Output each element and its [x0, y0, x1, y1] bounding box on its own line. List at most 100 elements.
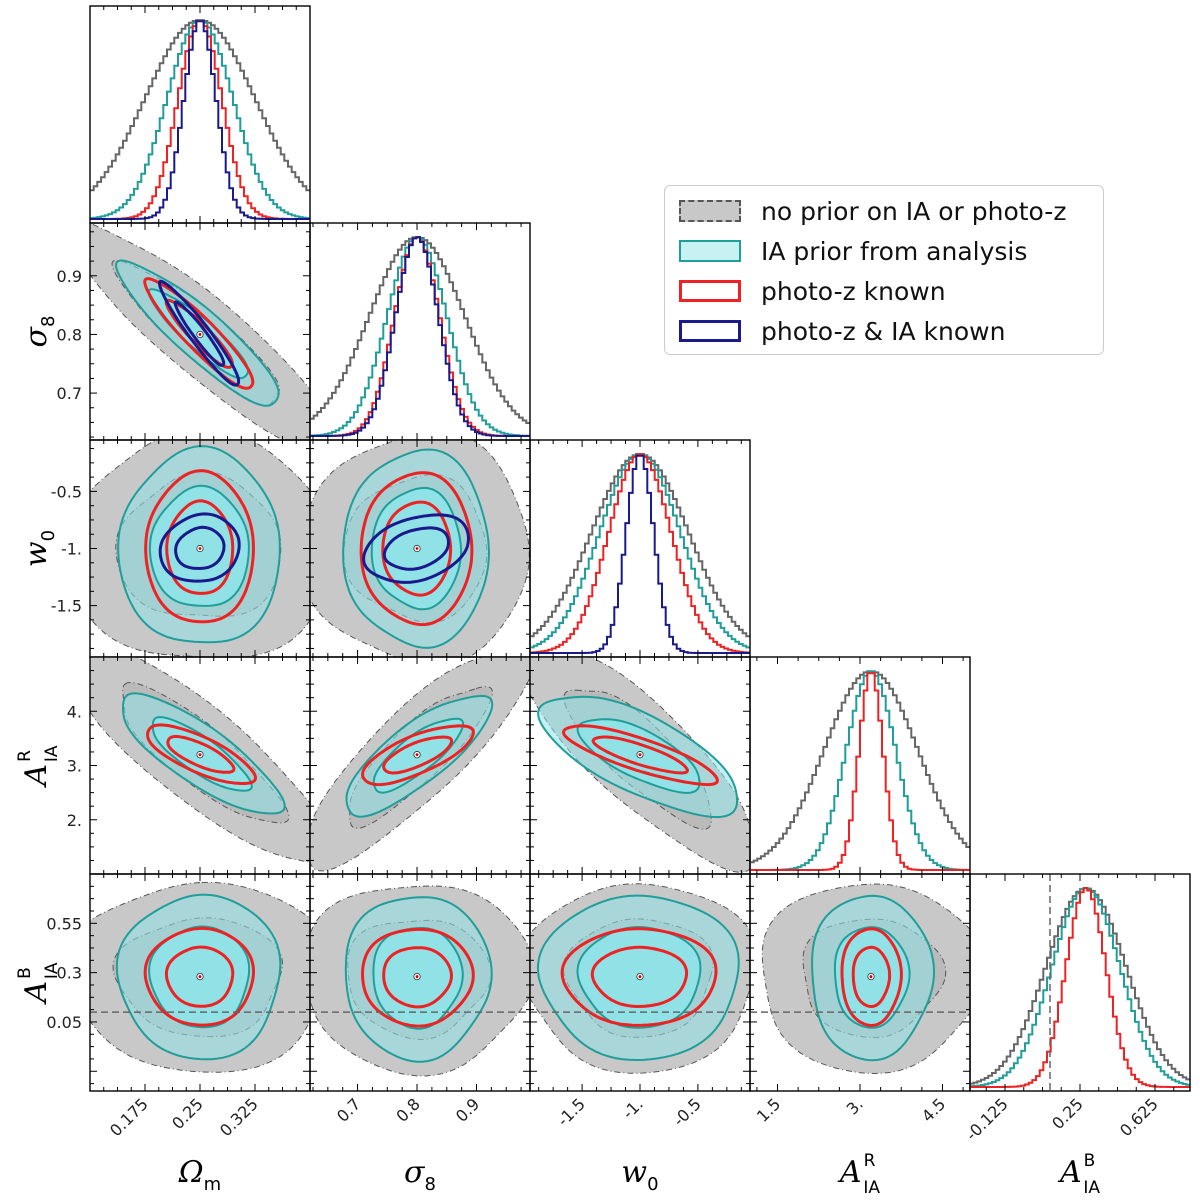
panel-frame — [969, 873, 1191, 1092]
hist-w0-series-1 — [530, 453, 750, 649]
contour-95-series-2 — [561, 724, 719, 787]
x-tick-label: 3. — [843, 1094, 867, 1118]
contour-95-series-2 — [840, 927, 903, 1028]
y-tick-label: 0.9 — [57, 267, 82, 286]
contour-95-series-3 — [158, 279, 241, 387]
hist-Om-series-0 — [90, 19, 310, 192]
hist-AB-series-2 — [970, 887, 1190, 1088]
x-tick-label: -1.5 — [553, 1094, 589, 1130]
hist-s8-series-3 — [310, 236, 530, 437]
x-axis-label-w0: w0 — [621, 1155, 658, 1195]
svg-text:Ωm: Ωm — [178, 1155, 221, 1195]
legend-entry-ia-prior: IA prior from analysis — [679, 234, 1027, 268]
y-axis-label-s8: σ8 — [19, 316, 59, 348]
panel-AR-AR — [750, 670, 970, 871]
x-axis-label-AR: A R IA — [837, 1151, 880, 1198]
legend-label-photoz-known: photo-z known — [761, 276, 946, 306]
y-tick-label: 0.7 — [57, 384, 82, 403]
contour-68-series-3 — [173, 300, 226, 367]
x-tick-label: 0.175 — [106, 1094, 152, 1140]
hist-s8-series-2 — [310, 236, 530, 437]
contour-95-series-2 — [144, 469, 255, 624]
panel-Om-Om — [90, 19, 310, 220]
hist-w0-series-0 — [530, 453, 750, 638]
legend-entry-no-prior: no prior on IA or photo-z — [679, 194, 1066, 228]
y-tick-label: 0.8 — [57, 325, 82, 344]
svg-text:w0: w0 — [621, 1155, 658, 1195]
contour-68-series-2 — [591, 735, 689, 775]
panel-frame — [89, 5, 311, 224]
hist-s8-series-1 — [310, 236, 530, 437]
panel-AB-Om — [90, 881, 310, 1073]
panel-s8-s8 — [310, 236, 530, 437]
x-tick-label: -1. — [619, 1094, 647, 1122]
fiducial-point-center — [198, 547, 202, 550]
panel-AB-w0 — [530, 883, 750, 1074]
contour-95-series-2 — [146, 723, 258, 785]
legend-swatch-photoz-known — [679, 280, 741, 302]
legend-swatch-photoz-ia-known — [679, 320, 741, 342]
x-tick-label: 0.25 — [1048, 1094, 1087, 1133]
x-tick-label: 0.9 — [452, 1094, 483, 1125]
x-axis-label-s8: σ8 — [404, 1155, 436, 1195]
hist-s8-series-0 — [310, 236, 530, 424]
contour-68-series-2 — [164, 945, 235, 1008]
panel-w0-Om — [90, 440, 310, 657]
panel-frame — [309, 222, 531, 441]
x-tick-label: -0.125 — [962, 1094, 1012, 1144]
y-axis-label-AR: AR IA — [15, 745, 62, 788]
hist-AR-series-1 — [750, 670, 970, 871]
fiducial-point-center — [638, 975, 642, 978]
x-tick-label: 0.325 — [216, 1094, 262, 1140]
contour-68-series-2 — [590, 945, 689, 1009]
legend-label-no-prior: no prior on IA or photo-z — [761, 196, 1067, 226]
contour-68-series-2 — [382, 735, 453, 775]
fiducial-point-center — [198, 753, 202, 757]
hist-Om-series-1 — [90, 19, 310, 220]
panel-AR-s8 — [310, 657, 530, 872]
panel-AR-w0 — [530, 657, 750, 873]
x-tick-label: -0.5 — [669, 1094, 705, 1130]
hist-Om-series-2 — [90, 19, 310, 220]
panel-AR-Om — [90, 657, 310, 863]
hist-w0-series-2 — [530, 453, 750, 654]
panel-w0-s8 — [310, 440, 530, 657]
contour-95-series-2 — [361, 724, 475, 787]
panel-AB-AR — [750, 883, 970, 1075]
contour-95-series-3 — [158, 512, 241, 583]
hist-AR-series-0 — [750, 670, 970, 864]
contour-95-series-2 — [560, 927, 718, 1027]
hist-AB-series-0 — [970, 887, 1190, 1085]
hist-AR-series-2 — [750, 672, 970, 871]
legend-entry-photoz-known: photo-z known — [679, 274, 946, 308]
y-tick-label: 4. — [67, 702, 82, 721]
panel-w0-w0 — [530, 453, 750, 654]
y-tick-label: 0.05 — [46, 1013, 82, 1032]
contour-68-series-3 — [174, 525, 226, 571]
y-tick-label: -0.5 — [51, 482, 82, 501]
svg-text:w0: w0 — [19, 530, 59, 567]
y-tick-label: 3. — [67, 757, 82, 776]
x-tick-label: 0.8 — [392, 1094, 423, 1125]
x-axis-label-Om: Ωm — [178, 1155, 221, 1195]
hist-Om-series-3 — [90, 20, 310, 220]
fiducial-point-center — [198, 975, 202, 978]
contour-68-series-3 — [382, 526, 450, 571]
panel-frame — [529, 439, 751, 658]
contour-68-series-2 — [381, 500, 453, 597]
legend-swatch-no-prior — [679, 200, 741, 222]
x-tick-label: 0.625 — [1116, 1094, 1162, 1140]
y-tick-label: -1.5 — [51, 597, 82, 616]
contour-95-series-2 — [360, 927, 475, 1028]
legend-label-photoz-ia-known: photo-z & IA known — [761, 316, 1006, 346]
legend: no prior on IA or photo-z IA prior from … — [664, 185, 1104, 355]
x-tick-label: 0.25 — [168, 1094, 207, 1133]
x-tick-label: 0.7 — [333, 1094, 364, 1125]
svg-text:σ8: σ8 — [404, 1155, 436, 1195]
legend-swatch-ia-prior — [679, 240, 741, 262]
